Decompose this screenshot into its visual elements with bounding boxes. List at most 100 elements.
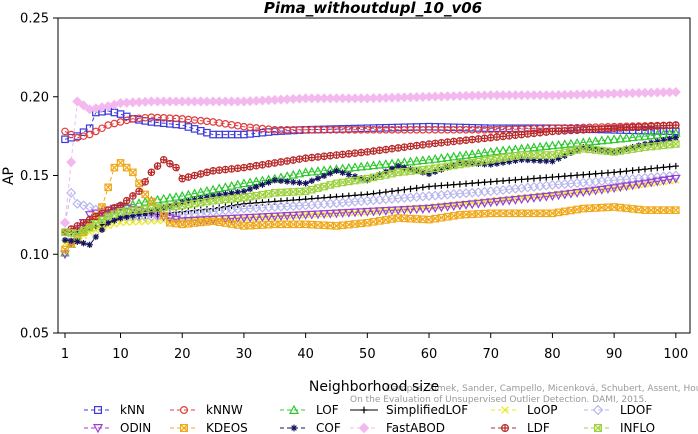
data-point-cof (104, 219, 112, 226)
data-point-lof (455, 150, 465, 160)
data-point-odin (559, 190, 570, 200)
data-point-simplifiedlof (567, 172, 575, 179)
data-point-ldf (542, 128, 551, 136)
data-point-cof (549, 158, 556, 165)
legend-label: kNNW (206, 403, 243, 417)
data-point-ldf (511, 131, 520, 139)
data-point-lof (547, 140, 558, 150)
watermark-line-2: On the Evaluation of Unsupervised Outlie… (350, 395, 647, 405)
data-point-kdeos (110, 163, 119, 172)
data-point-simplifiedlof (512, 176, 519, 184)
legend-label: INFLO (620, 421, 655, 434)
data-point-cof (216, 191, 223, 199)
data-point-odin (257, 213, 268, 223)
data-point-cof (536, 157, 544, 164)
data-point-odin (596, 185, 607, 195)
data-point-odin (547, 192, 558, 202)
data-point-cof (222, 190, 229, 198)
data-point-lof (479, 147, 490, 157)
data-point-cof (425, 170, 433, 178)
data-point-cof (259, 181, 266, 188)
data-point-ldf (264, 160, 273, 168)
data-point-ldf (320, 152, 328, 161)
data-point-cof (172, 200, 180, 208)
data-point-odin (671, 174, 681, 184)
data-point-knnw (110, 119, 119, 128)
data-point-ldf (388, 144, 396, 153)
data-point-lof (288, 169, 299, 179)
data-point-odin (510, 195, 521, 205)
data-point-simplifiedlof (382, 188, 390, 196)
data-point-knnw (85, 130, 94, 139)
data-point-kdeos (135, 179, 143, 188)
data-point-kdeos (597, 203, 606, 212)
data-point-inflo (400, 167, 409, 176)
data-point-kdeos (437, 213, 446, 222)
data-point-ldf (400, 143, 409, 151)
data-point-simplifiedlof (536, 174, 544, 182)
data-point-simplifiedlof (518, 176, 525, 183)
data-point-simplifiedlof (623, 167, 630, 175)
data-point-ldf (499, 132, 507, 141)
data-point-odin (504, 196, 515, 206)
data-point-fastabod (670, 86, 681, 98)
data-point-lof (245, 177, 255, 187)
data-point-odin (313, 210, 323, 220)
data-point-simplifiedlof (432, 182, 439, 190)
series-line-knnw (64, 116, 676, 139)
data-point-simplifiedlof (401, 186, 408, 193)
data-point-simplifiedlof (197, 206, 204, 214)
data-point-ldf (616, 124, 625, 132)
data-point-cof (333, 167, 340, 174)
data-point-fastabod (78, 100, 89, 111)
data-point-lof (430, 153, 441, 163)
legend-item-lof: LOF (280, 403, 339, 417)
data-point-loop (129, 218, 137, 226)
data-point-ldf (283, 157, 291, 165)
data-point-ldf (147, 168, 156, 177)
data-point-cof (86, 241, 93, 248)
data-point-ldf (240, 163, 248, 172)
data-point-cof (524, 156, 531, 164)
data-point-odin (485, 198, 496, 208)
data-point-cof (666, 135, 673, 143)
data-point-lof (300, 167, 311, 177)
data-point-ldf (116, 201, 125, 210)
data-point-lof (627, 132, 638, 142)
data-point-lof (492, 146, 502, 156)
data-point-knnw (79, 132, 88, 140)
data-point-ldf (622, 123, 631, 132)
data-point-cof (586, 144, 593, 152)
data-point-lof (140, 196, 151, 206)
data-point-odin (344, 208, 354, 218)
data-point-ldf (412, 141, 421, 150)
data-point-cof (117, 214, 124, 222)
legend-item-cof: COF (280, 421, 341, 434)
data-point-lof (344, 162, 354, 172)
data-point-cof (197, 195, 204, 202)
data-point-ldf (530, 129, 538, 138)
data-point-simplifiedlof (388, 188, 396, 195)
data-point-cof (302, 180, 309, 187)
data-point-inflo (536, 151, 544, 159)
data-point-simplifiedlof (617, 168, 624, 175)
data-point-cof (388, 165, 396, 173)
data-point-knnw (104, 121, 112, 129)
legend-item-kdeos: KDEOS (170, 421, 248, 434)
data-point-cof (265, 179, 272, 186)
data-point-odin (621, 182, 632, 192)
legend-label: LOF (316, 403, 339, 417)
data-point-lof (306, 166, 317, 176)
data-point-odin (239, 214, 249, 224)
data-point-simplifiedlof (629, 167, 636, 174)
data-point-kdeos (61, 245, 69, 254)
data-point-ldf (301, 154, 310, 162)
data-point-ldf (332, 151, 341, 159)
data-point-knnw (116, 118, 125, 126)
data-point-ldof (72, 198, 83, 209)
legend-item-inflo: INFLO (584, 421, 655, 434)
data-point-odin (640, 179, 650, 189)
data-point-cof (543, 157, 550, 165)
data-point-odin (325, 209, 336, 219)
